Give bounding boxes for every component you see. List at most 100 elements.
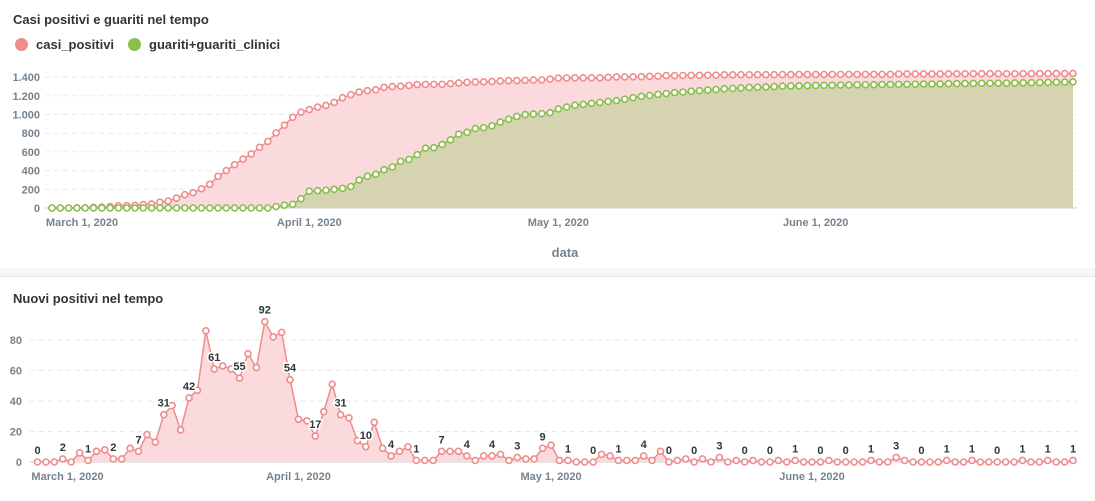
data-point — [1043, 456, 1052, 465]
data-point — [629, 93, 637, 102]
data-label: 1 — [944, 443, 950, 455]
data-point — [1010, 458, 1018, 466]
data-point — [572, 458, 581, 466]
chart-legend: casi_positivi guariti+guariti_clinici — [15, 37, 280, 52]
data-point — [412, 456, 421, 465]
data-point — [164, 204, 173, 212]
data-point — [388, 82, 397, 91]
data-point — [604, 73, 612, 82]
data-point — [778, 82, 787, 91]
data-point — [488, 121, 496, 130]
x-tick-label: May 1, 2020 — [520, 471, 581, 483]
data-point — [380, 165, 388, 174]
data-point — [405, 155, 413, 164]
data-point — [715, 453, 724, 462]
data-point — [571, 101, 579, 110]
data-point — [886, 70, 895, 79]
card-divider — [0, 268, 1095, 276]
series-area-nuovi-positivi — [37, 321, 1073, 462]
data-point — [886, 80, 895, 89]
data-point — [673, 456, 682, 465]
data-point — [496, 118, 505, 126]
data-point — [944, 79, 953, 88]
data-point — [976, 458, 985, 466]
data-point — [479, 452, 488, 460]
data-point — [1002, 69, 1011, 78]
data-point — [227, 365, 235, 373]
data-point — [48, 204, 56, 212]
x-axis-title: data — [552, 245, 580, 260]
data-point — [869, 80, 878, 89]
data-point — [1001, 458, 1010, 466]
data-label: 1 — [85, 443, 91, 455]
data-point — [214, 204, 222, 212]
x-tick-label: June 1, 2020 — [779, 471, 844, 483]
data-label: 4 — [388, 439, 395, 451]
data-point — [745, 70, 754, 79]
data-point — [202, 327, 210, 335]
data-point — [648, 456, 656, 465]
y-tick-label: 200 — [22, 184, 40, 196]
data-point — [33, 458, 42, 466]
data-point — [562, 103, 571, 111]
data-point — [894, 70, 903, 78]
data-point — [732, 456, 741, 465]
series-line-nuovi-positivi — [37, 319, 1074, 463]
data-point — [1019, 69, 1027, 78]
data-point — [363, 86, 372, 95]
data-point — [454, 79, 463, 87]
data-point — [836, 70, 845, 79]
data-point — [554, 105, 563, 113]
series-area-guariti-guariti-clinici — [52, 81, 1073, 208]
data-point — [210, 365, 219, 373]
data-point — [720, 71, 729, 79]
y-tick-label: 80 — [10, 335, 22, 347]
data-point — [687, 71, 695, 80]
data-point — [894, 80, 903, 89]
data-point — [378, 444, 387, 453]
data-point — [596, 98, 604, 107]
data-point — [853, 70, 861, 79]
legend-item-casi-positivi[interactable]: casi_positivi — [15, 37, 114, 52]
y-tick-label: 1.000 — [12, 110, 40, 122]
data-point — [92, 447, 101, 456]
data-point — [811, 70, 820, 79]
data-point — [662, 71, 671, 80]
data-point — [1069, 456, 1077, 465]
data-label: 10 — [360, 430, 372, 442]
data-point — [176, 426, 185, 434]
data-point — [496, 77, 505, 85]
data-point — [42, 458, 50, 466]
data-point — [803, 70, 812, 79]
data-point — [101, 446, 109, 454]
data-point — [749, 456, 757, 465]
series-line-guariti-guariti-clinici — [52, 81, 1074, 209]
data-point — [288, 113, 297, 122]
data-point — [604, 97, 612, 106]
data-label: 3 — [514, 440, 520, 452]
data-point — [404, 442, 412, 451]
data-point — [454, 447, 463, 456]
data-point — [579, 74, 588, 82]
data-point — [530, 455, 539, 463]
data-point — [665, 458, 673, 466]
data-point — [629, 72, 637, 81]
data-point — [861, 80, 870, 89]
data-point — [272, 202, 280, 211]
data-point — [858, 458, 867, 466]
data-point — [795, 70, 803, 79]
data-point — [297, 194, 305, 203]
data-point — [1060, 458, 1069, 466]
data-point — [205, 180, 214, 189]
data-point — [774, 456, 783, 465]
data-point — [98, 204, 106, 212]
data-point — [430, 80, 438, 89]
data-point — [463, 78, 471, 87]
data-point — [985, 458, 993, 466]
legend-item-guariti[interactable]: guariti+guariti_clinici — [128, 37, 280, 52]
y-tick-label: 400 — [22, 166, 40, 178]
data-point — [762, 70, 770, 79]
data-point — [679, 88, 687, 96]
data-point — [56, 204, 65, 212]
data-point — [687, 87, 695, 95]
